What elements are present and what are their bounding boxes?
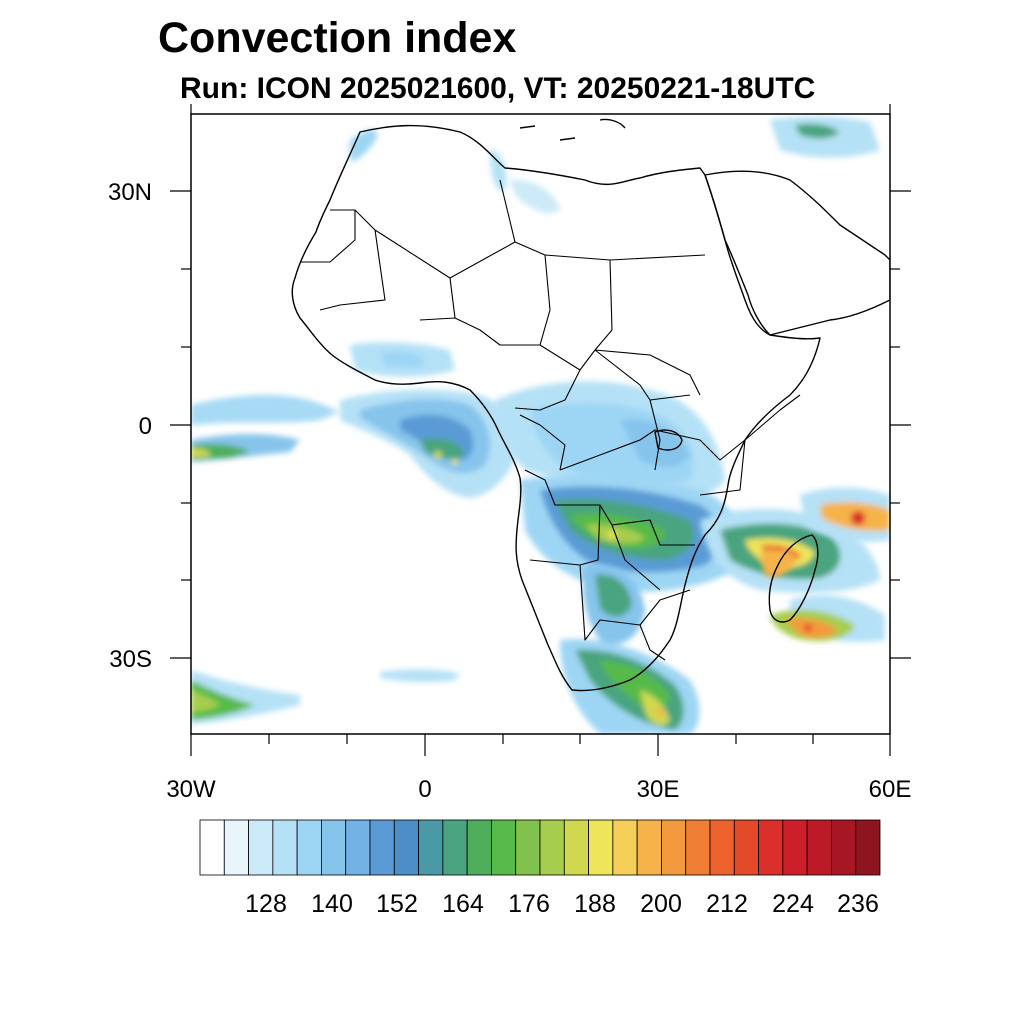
colorbar-swatch bbox=[588, 819, 614, 876]
colorbar-label: 176 bbox=[508, 890, 550, 918]
colorbar-swatch bbox=[296, 819, 322, 876]
field-gulf-of-guinea bbox=[340, 389, 517, 498]
field-north bbox=[350, 116, 880, 214]
field-atlantic-equatorial bbox=[191, 394, 340, 462]
madagascar-coastline bbox=[768, 534, 819, 623]
lon-label-30e: 30E bbox=[637, 776, 680, 803]
colorbar-swatch bbox=[223, 819, 249, 876]
colorbar-label: 128 bbox=[245, 890, 287, 918]
colorbar bbox=[199, 819, 881, 876]
colorbar-label: 236 bbox=[837, 890, 879, 918]
colorbar-swatch bbox=[758, 819, 784, 876]
lon-ticks bbox=[190, 104, 891, 756]
colorbar-swatch bbox=[418, 819, 444, 876]
colorbar-swatch bbox=[466, 819, 492, 876]
lake-victoria bbox=[654, 429, 683, 451]
colorbar-swatch bbox=[661, 819, 687, 876]
lon-label-30w: 30W bbox=[166, 776, 216, 803]
colorbar-swatch bbox=[442, 819, 468, 876]
field-madagascar-east bbox=[760, 487, 890, 642]
colorbar-label: 212 bbox=[706, 890, 748, 918]
colorbar-swatch bbox=[855, 819, 881, 876]
colorbar-swatch bbox=[248, 819, 274, 876]
colorbar-swatch bbox=[272, 819, 298, 876]
lat-label-30n: 30N bbox=[108, 179, 152, 206]
chart-title: Convection index bbox=[158, 14, 517, 62]
colorbar-swatch bbox=[491, 819, 517, 876]
colorbar-swatch bbox=[709, 819, 735, 876]
field-angola-zambia bbox=[520, 474, 742, 592]
colorbar-swatch bbox=[199, 819, 225, 876]
country-borders bbox=[300, 179, 801, 661]
colorbar-swatch bbox=[733, 819, 759, 876]
africa-coastline bbox=[291, 124, 821, 692]
colorbar-label: 164 bbox=[442, 890, 484, 918]
colorbar-label: 152 bbox=[376, 890, 418, 918]
colorbar-swatch bbox=[806, 819, 832, 876]
coastlines bbox=[291, 118, 890, 692]
field-congo-basin bbox=[495, 381, 725, 502]
colorbar-label: 188 bbox=[574, 890, 616, 918]
map-plot-area: 30N 0 30S 30W 0 30E 60E bbox=[108, 104, 911, 803]
colorbar-swatch bbox=[539, 819, 565, 876]
colorbar-swatch bbox=[782, 819, 808, 876]
colorbar-swatch bbox=[685, 819, 711, 876]
colorbar-swatch bbox=[612, 819, 638, 876]
colorbar-swatch bbox=[369, 819, 395, 876]
mediterranean-islands bbox=[519, 118, 626, 141]
arabia-coastline bbox=[704, 170, 890, 336]
colorbar-swatch bbox=[393, 819, 419, 876]
colorbar-swatch bbox=[636, 819, 662, 876]
lat-ticks bbox=[170, 190, 911, 659]
colorbar-label: 200 bbox=[640, 890, 682, 918]
colorbar-label: 140 bbox=[311, 890, 353, 918]
lat-label-30s: 30S bbox=[109, 646, 152, 673]
colorbar-swatch bbox=[563, 819, 589, 876]
colorbar-swatch bbox=[515, 819, 541, 876]
lon-label-60e: 60E bbox=[869, 776, 912, 803]
map-frame bbox=[190, 113, 891, 735]
field-west-africa bbox=[350, 342, 455, 377]
field-southern-ocean bbox=[191, 669, 460, 724]
colorbar-label: 224 bbox=[772, 890, 814, 918]
colorbar-labels: 128 140 152 164 176 188 200 212 224 236 bbox=[245, 890, 879, 918]
chart-subtitle: Run: ICON 2025021600, VT: 20250221-18UTC bbox=[180, 72, 816, 105]
colorbar-swatch bbox=[831, 819, 857, 876]
colorbar-swatch bbox=[345, 819, 371, 876]
lon-label-0: 0 bbox=[418, 776, 431, 803]
colorbar-swatch bbox=[321, 819, 347, 876]
convection-field bbox=[191, 116, 890, 734]
lat-label-0: 0 bbox=[139, 413, 152, 440]
